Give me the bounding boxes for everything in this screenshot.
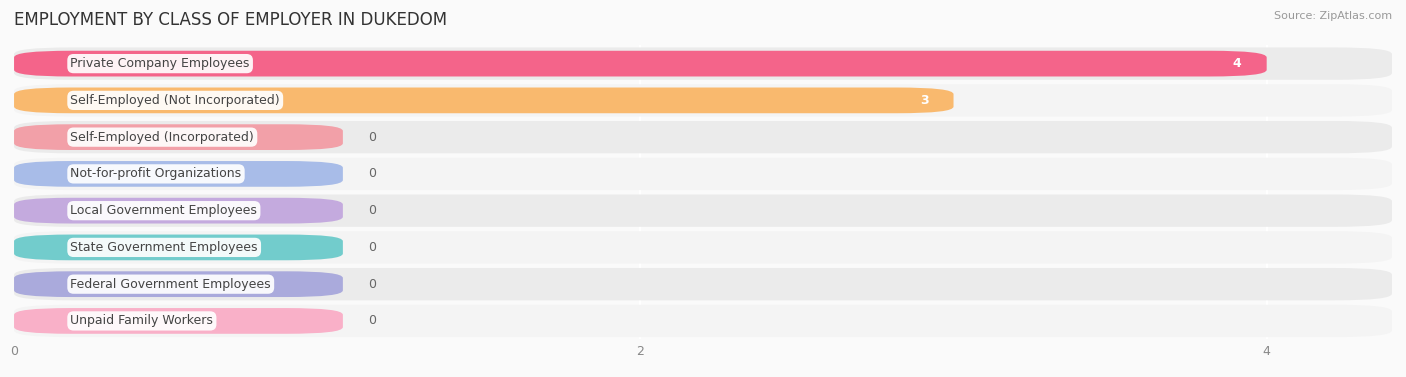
Text: Local Government Employees: Local Government Employees <box>70 204 257 217</box>
FancyBboxPatch shape <box>14 305 1392 337</box>
Text: Private Company Employees: Private Company Employees <box>70 57 250 70</box>
Text: Not-for-profit Organizations: Not-for-profit Organizations <box>70 167 242 180</box>
Text: State Government Employees: State Government Employees <box>70 241 257 254</box>
Text: 0: 0 <box>368 204 375 217</box>
Text: Self-Employed (Incorporated): Self-Employed (Incorporated) <box>70 131 254 144</box>
FancyBboxPatch shape <box>14 161 343 187</box>
FancyBboxPatch shape <box>14 308 343 334</box>
Text: 0: 0 <box>368 314 375 327</box>
FancyBboxPatch shape <box>14 271 343 297</box>
FancyBboxPatch shape <box>14 124 343 150</box>
FancyBboxPatch shape <box>14 268 1392 300</box>
Text: 4: 4 <box>1233 57 1241 70</box>
FancyBboxPatch shape <box>14 87 953 113</box>
Text: EMPLOYMENT BY CLASS OF EMPLOYER IN DUKEDOM: EMPLOYMENT BY CLASS OF EMPLOYER IN DUKED… <box>14 11 447 29</box>
FancyBboxPatch shape <box>14 198 343 224</box>
Text: Unpaid Family Workers: Unpaid Family Workers <box>70 314 214 327</box>
Text: Federal Government Employees: Federal Government Employees <box>70 278 271 291</box>
Text: 0: 0 <box>368 167 375 180</box>
FancyBboxPatch shape <box>14 195 1392 227</box>
FancyBboxPatch shape <box>14 84 1392 116</box>
Text: 0: 0 <box>368 278 375 291</box>
FancyBboxPatch shape <box>14 158 1392 190</box>
Text: 3: 3 <box>920 94 928 107</box>
Text: 0: 0 <box>368 131 375 144</box>
FancyBboxPatch shape <box>14 234 343 260</box>
FancyBboxPatch shape <box>14 51 1267 77</box>
Text: Source: ZipAtlas.com: Source: ZipAtlas.com <box>1274 11 1392 21</box>
FancyBboxPatch shape <box>14 121 1392 153</box>
Text: 0: 0 <box>368 241 375 254</box>
Text: Self-Employed (Not Incorporated): Self-Employed (Not Incorporated) <box>70 94 280 107</box>
FancyBboxPatch shape <box>14 231 1392 264</box>
FancyBboxPatch shape <box>14 48 1392 80</box>
